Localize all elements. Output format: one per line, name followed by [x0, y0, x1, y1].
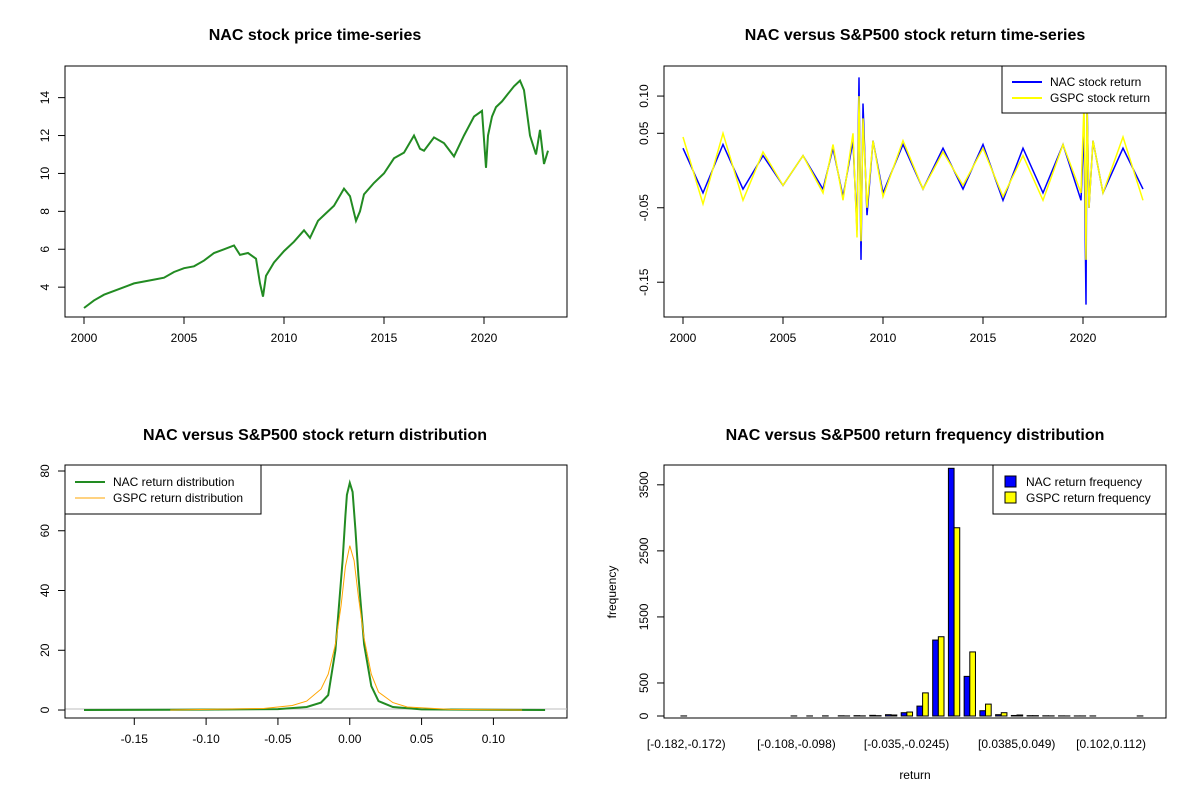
nac-frequency-bar	[932, 639, 939, 717]
panel-returns: NAC versus S&P500 stock return time-seri…	[637, 27, 1167, 345]
gspc-frequency-bar	[890, 714, 898, 717]
distribution-x-tick-label: -0.10	[192, 732, 220, 746]
frequency-bars	[680, 467, 1144, 717]
returns-y-tick-label: -0.15	[637, 268, 651, 296]
frequency-y-tick-label: 0	[637, 712, 651, 719]
price-y-tick-label: 10	[38, 166, 52, 180]
gspc-frequency-bar	[1000, 712, 1008, 717]
distribution-y-tick-label: 40	[38, 584, 52, 598]
returns-y-tick-label: 0.10	[637, 84, 651, 108]
legend-box-returns	[1001, 65, 1167, 114]
panel-distribution: NAC versus S&P500 stock return distribut…	[38, 427, 568, 746]
nac-frequency-bar	[884, 714, 892, 717]
legend-label-nac-distribution: NAC return distribution	[113, 475, 234, 489]
legend-returns: NAC stock return GSPC stock return	[1001, 65, 1167, 114]
nac-frequency-bar	[916, 705, 924, 717]
legend-box-distribution	[64, 464, 262, 515]
axes-frequency: 0 500 1500 2500 3500 [-0.182,-0.172) [-0.108,-…	[637, 471, 1146, 751]
price-y-tick-label: 4	[38, 283, 52, 290]
frequency-x-tick-label: [-0.108,-0.098)	[757, 737, 836, 751]
returns-y-tick-label: 0.05	[637, 121, 651, 145]
legend-frequency: NAC return frequency GSPC return frequen…	[992, 464, 1167, 515]
distribution-series	[83, 479, 546, 711]
distribution-x-tick-label: 0.05	[410, 732, 434, 746]
distribution-y-tick-label: 20	[38, 643, 52, 657]
returns-series	[682, 77, 1144, 305]
y-axis-label-frequency: frequency	[605, 566, 619, 619]
distribution-x-tick-label: -0.05	[264, 732, 292, 746]
legend-label-gspc-return: GSPC stock return	[1050, 91, 1150, 105]
distribution-y-tick-label: 0	[38, 706, 52, 713]
gspc-frequency-bar	[953, 527, 961, 717]
frequency-x-tick-label: [0.0385,0.049)	[978, 737, 1055, 751]
price-x-tick-label: 2000	[71, 331, 98, 345]
price-y-tick-label: 12	[38, 129, 52, 143]
returns-y-tick-label: -0.05	[637, 194, 651, 222]
price-x-tick-label: 2005	[171, 331, 198, 345]
legend-label-gspc-frequency: GSPC return frequency	[1026, 491, 1151, 505]
frequency-x-tick-label: [-0.182,-0.172)	[647, 737, 726, 751]
frequency-y-tick-label: 500	[637, 673, 651, 693]
price-y-tick-label: 14	[38, 91, 52, 105]
returns-x-tick-label: 2015	[970, 331, 997, 345]
chart-title-price: NAC stock price time-series	[209, 27, 422, 44]
price-x-tick-label: 2020	[471, 331, 498, 345]
price-y-tick-label: 6	[38, 246, 52, 253]
legend-label-nac-frequency: NAC return frequency	[1026, 475, 1142, 489]
legend-swatch-nac-frequency	[1004, 475, 1017, 488]
frequency-y-tick-label: 2500	[637, 537, 651, 564]
distribution-x-tick-label: -0.15	[121, 732, 149, 746]
chart-title-distribution: NAC versus S&P500 stock return distribut…	[143, 427, 487, 444]
chart-title-returns: NAC versus S&P500 stock return time-seri…	[745, 27, 1086, 44]
returns-x-tick-label: 2010	[870, 331, 897, 345]
plot-frame-price	[64, 65, 568, 318]
axes-distribution: -0.15 -0.10 -0.05 0.00 0.05 0.10 0 20 40 60 80	[38, 464, 505, 746]
price-x-tick-label: 2015	[371, 331, 398, 345]
nac-frequency-bar	[1010, 714, 1018, 717]
chart-title-frequency: NAC versus S&P500 return frequency distr…	[726, 427, 1105, 444]
price-series-line	[83, 78, 549, 309]
axes-returns: 2000 2005 2010 2015 2020 -0.15 -0.05 0.05 0.10	[637, 84, 1097, 345]
gspc-frequency-bar	[906, 711, 914, 717]
legend-swatch-gspc-frequency	[1004, 491, 1017, 504]
gspc-frequency-bar	[969, 651, 976, 717]
returns-x-tick-label: 2005	[770, 331, 797, 345]
price-y-tick-label: 8	[38, 208, 52, 215]
nac-frequency-bar	[947, 467, 955, 717]
gspc-frequency-bar	[922, 692, 929, 717]
panel-price: NAC stock price time-series 2000 2005 2010…	[38, 27, 568, 345]
panel-frequency: NAC versus S&P500 return frequency distr…	[605, 427, 1167, 782]
distribution-x-tick-label: 0.10	[482, 732, 506, 746]
axes-price: 2000 2005 2010 2015 2020 4 6 8 10 12 14	[38, 91, 498, 345]
legend-distribution: NAC return distribution GSPC return dist…	[64, 464, 262, 515]
distribution-y-tick-label: 80	[38, 464, 52, 478]
distribution-y-tick-label: 60	[38, 524, 52, 538]
nac-frequency-bar	[979, 710, 987, 717]
nac-frequency-bar	[995, 714, 1002, 717]
x-axis-label-frequency: return	[899, 768, 930, 782]
returns-x-tick-label: 2000	[670, 331, 697, 345]
gspc-distribution-line	[170, 545, 523, 711]
legend-label-gspc-distribution: GSPC return distribution	[113, 491, 243, 505]
legend-box-frequency	[992, 464, 1167, 515]
nac-distribution-line	[83, 479, 546, 711]
frequency-x-tick-label: [0.102,0.112)	[1076, 737, 1146, 751]
price-x-tick-label: 2010	[271, 331, 298, 345]
frequency-y-tick-label: 3500	[637, 471, 651, 498]
legend-label-nac-return: NAC stock return	[1050, 75, 1141, 89]
nac-frequency-bar	[869, 714, 876, 717]
gspc-frequency-bar	[985, 703, 992, 717]
nac-frequency-bar	[900, 712, 908, 717]
gspc-frequency-bar	[1016, 714, 1024, 717]
distribution-x-tick-label: 0.00	[338, 732, 362, 746]
gspc-return-series-line	[682, 96, 1144, 260]
frequency-x-tick-label: [-0.035,-0.0245)	[864, 737, 949, 751]
frequency-y-tick-label: 1500	[637, 603, 651, 630]
nac-frequency-bar	[963, 675, 971, 717]
returns-x-tick-label: 2020	[1070, 331, 1097, 345]
gspc-frequency-bar	[937, 636, 945, 717]
